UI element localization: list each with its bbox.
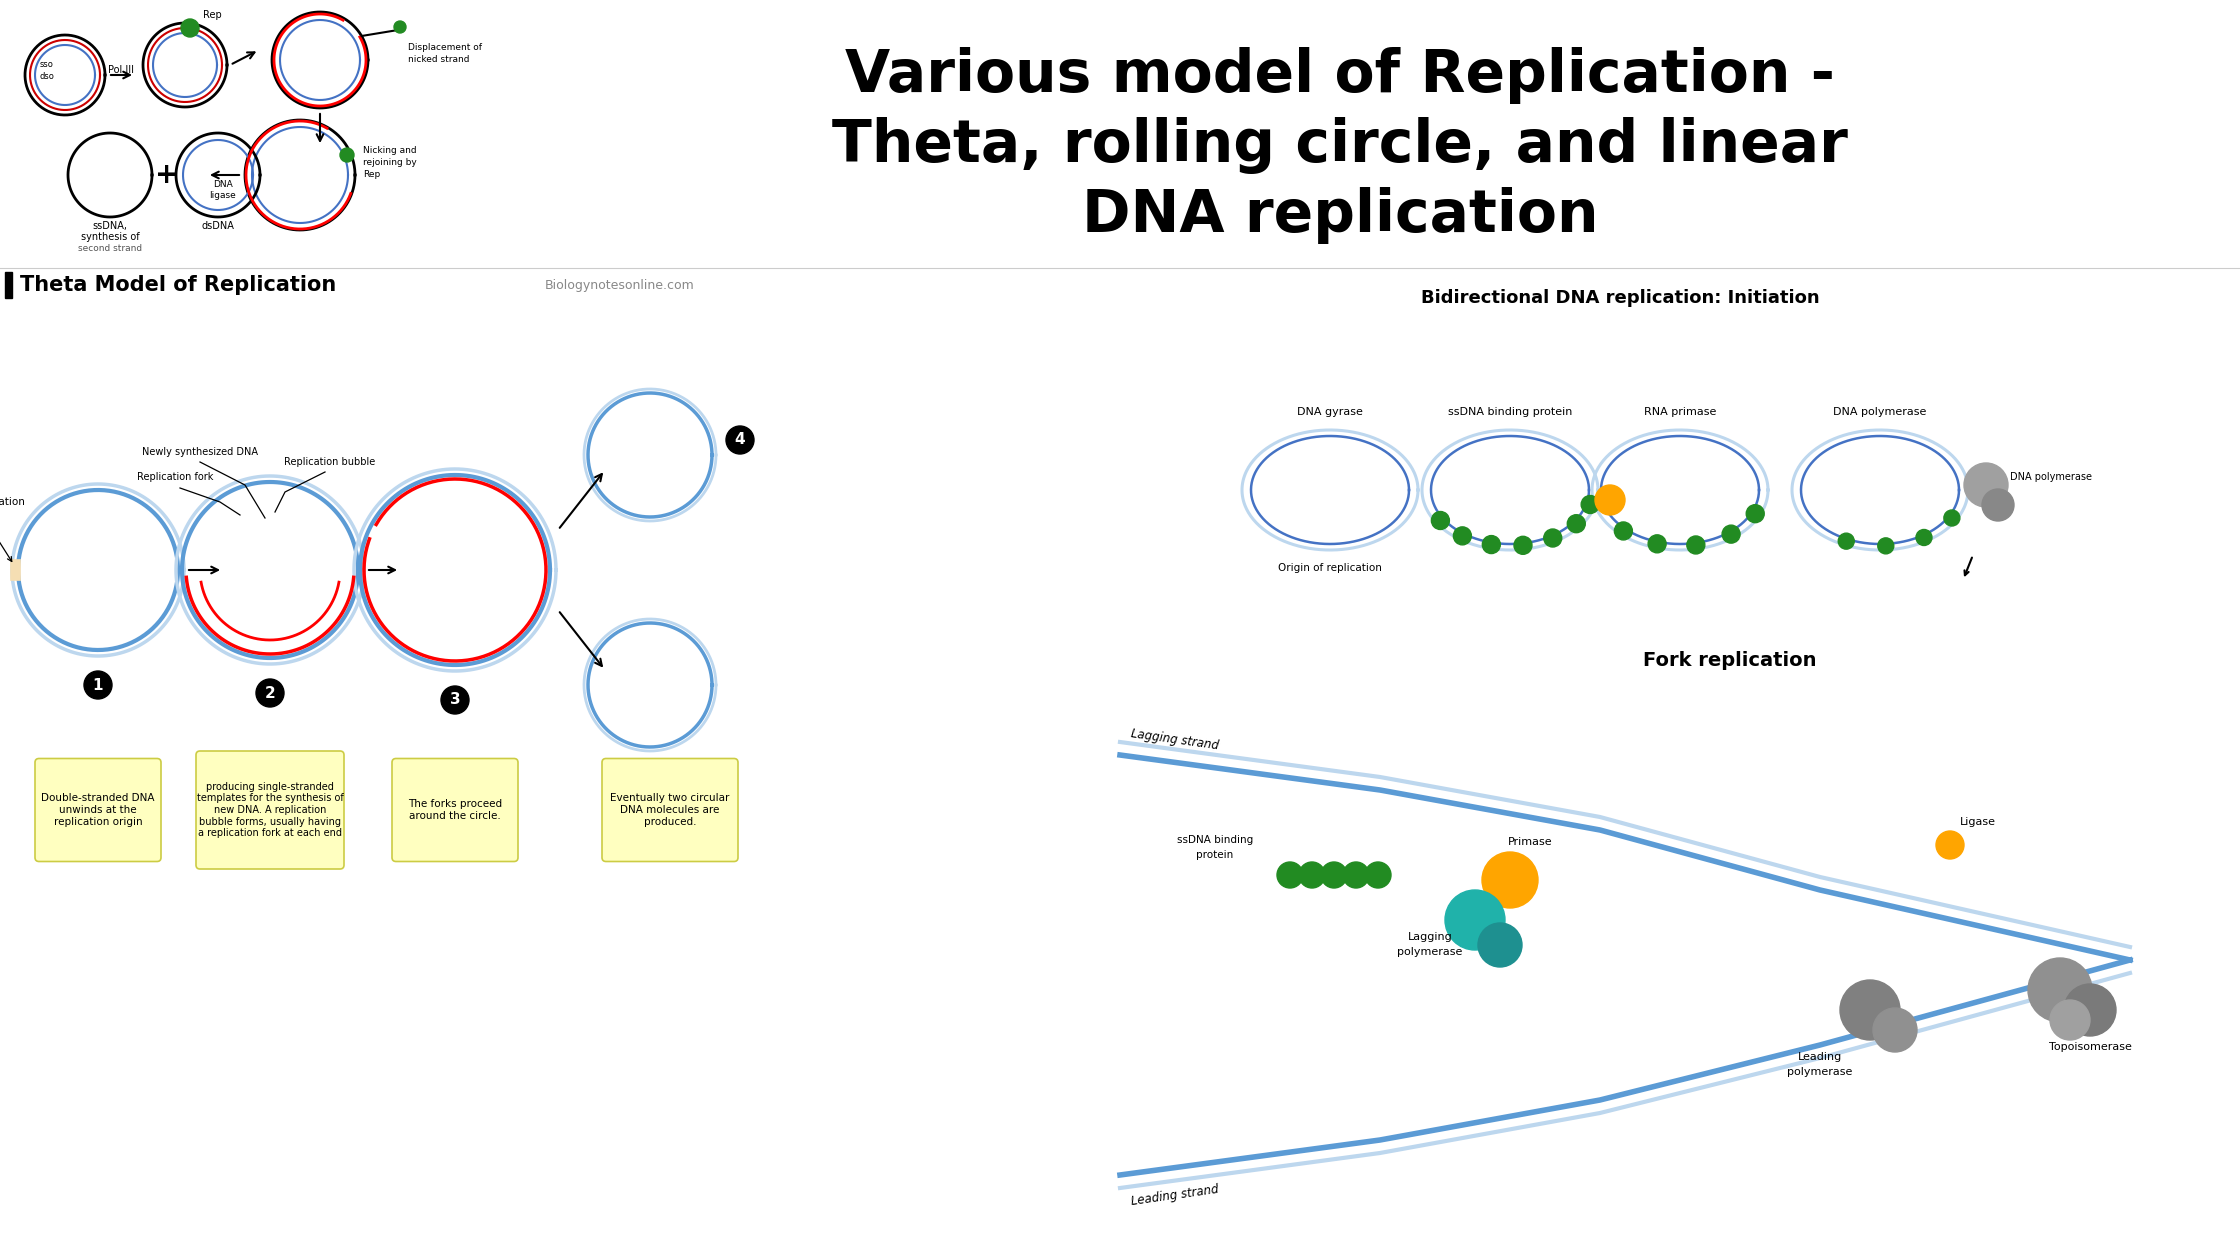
Circle shape xyxy=(1873,1008,1917,1052)
Circle shape xyxy=(1747,505,1765,523)
Text: Nicking and: Nicking and xyxy=(363,146,417,155)
Circle shape xyxy=(1322,862,1346,888)
Circle shape xyxy=(1581,495,1599,514)
Text: Biologynotesonline.com: Biologynotesonline.com xyxy=(544,278,694,291)
Text: Replication bubble: Replication bubble xyxy=(284,457,376,467)
Circle shape xyxy=(1615,522,1633,541)
Circle shape xyxy=(1568,514,1586,533)
Text: nicked strand: nicked strand xyxy=(408,55,470,64)
Text: RNA primase: RNA primase xyxy=(1644,407,1716,417)
FancyBboxPatch shape xyxy=(603,759,737,862)
Circle shape xyxy=(1478,924,1521,966)
FancyBboxPatch shape xyxy=(36,759,161,862)
FancyBboxPatch shape xyxy=(197,751,345,869)
Circle shape xyxy=(1454,527,1472,544)
Circle shape xyxy=(1431,512,1449,529)
Bar xyxy=(4,272,11,299)
Text: Origin of replication: Origin of replication xyxy=(1279,563,1382,573)
Circle shape xyxy=(2063,984,2117,1036)
Text: Double-stranded DNA
unwinds at the
replication origin: Double-stranded DNA unwinds at the repli… xyxy=(40,794,155,827)
Circle shape xyxy=(1877,538,1893,554)
Circle shape xyxy=(1839,980,1900,1040)
Text: Theta, rolling circle, and linear: Theta, rolling circle, and linear xyxy=(831,116,1848,174)
Text: Leading: Leading xyxy=(1799,1052,1841,1062)
Circle shape xyxy=(441,685,468,714)
Circle shape xyxy=(255,679,284,707)
Circle shape xyxy=(1935,832,1964,859)
Text: ssDNA,: ssDNA, xyxy=(92,220,128,231)
Text: ssDNA binding protein: ssDNA binding protein xyxy=(1447,407,1572,417)
Text: Various model of Replication -: Various model of Replication - xyxy=(844,47,1835,103)
Circle shape xyxy=(1723,525,1740,543)
Text: 1: 1 xyxy=(92,678,103,693)
Circle shape xyxy=(2050,1000,2090,1040)
Text: 4: 4 xyxy=(735,432,746,447)
Text: second strand: second strand xyxy=(78,244,141,253)
Text: synthesis of: synthesis of xyxy=(81,232,139,242)
Text: DNA: DNA xyxy=(213,180,233,189)
Text: sso: sso xyxy=(40,60,54,69)
FancyBboxPatch shape xyxy=(392,759,517,862)
Circle shape xyxy=(340,147,354,163)
Circle shape xyxy=(2027,958,2092,1022)
Text: Rep: Rep xyxy=(204,10,222,20)
Text: Bidirectional DNA replication: Initiation: Bidirectional DNA replication: Initiatio… xyxy=(1420,289,1819,307)
Text: +: + xyxy=(155,161,179,189)
Text: Eventually two circular
DNA molecules are
produced.: Eventually two circular DNA molecules ar… xyxy=(609,794,730,827)
Text: producing single-stranded
templates for the synthesis of
new DNA. A replication
: producing single-stranded templates for … xyxy=(197,781,343,838)
Text: Newly synthesized DNA: Newly synthesized DNA xyxy=(141,447,258,457)
Circle shape xyxy=(1543,529,1561,547)
Text: 3: 3 xyxy=(450,693,459,708)
Circle shape xyxy=(1982,489,2014,520)
Text: 2: 2 xyxy=(264,685,276,701)
Circle shape xyxy=(1839,533,1855,549)
Text: Pol III: Pol III xyxy=(108,66,134,76)
Text: Lagging strand: Lagging strand xyxy=(1129,727,1219,752)
Text: Replication fork: Replication fork xyxy=(137,472,213,483)
Text: ssDNA binding: ssDNA binding xyxy=(1176,835,1252,845)
Text: Origin of replication: Origin of replication xyxy=(0,496,25,507)
Text: dsDNA: dsDNA xyxy=(202,220,235,231)
Circle shape xyxy=(1915,529,1931,546)
Circle shape xyxy=(1344,862,1369,888)
Text: polymerase: polymerase xyxy=(1788,1067,1852,1077)
Circle shape xyxy=(726,426,755,454)
Circle shape xyxy=(1277,862,1304,888)
Text: ligase: ligase xyxy=(211,192,237,200)
Text: Lagging: Lagging xyxy=(1407,932,1452,942)
Text: Primase: Primase xyxy=(1508,837,1552,847)
Text: DNA polymerase: DNA polymerase xyxy=(1832,407,1926,417)
Circle shape xyxy=(1964,462,2007,507)
Text: DNA polymerase: DNA polymerase xyxy=(2009,472,2092,483)
Circle shape xyxy=(1483,852,1539,908)
Text: Displacement of: Displacement of xyxy=(408,43,482,52)
Circle shape xyxy=(1445,890,1505,950)
Text: polymerase: polymerase xyxy=(1398,948,1463,958)
Circle shape xyxy=(85,672,112,699)
Circle shape xyxy=(394,21,405,33)
Text: Rep: Rep xyxy=(363,170,381,179)
Text: Theta Model of Replication: Theta Model of Replication xyxy=(20,275,336,295)
Circle shape xyxy=(1595,485,1624,515)
Circle shape xyxy=(181,19,199,37)
Circle shape xyxy=(1299,862,1326,888)
Circle shape xyxy=(1944,510,1960,525)
Circle shape xyxy=(1649,534,1667,553)
Text: DNA gyrase: DNA gyrase xyxy=(1297,407,1362,417)
Text: Leading strand: Leading strand xyxy=(1129,1182,1219,1207)
Text: protein: protein xyxy=(1196,850,1234,861)
Text: Ligase: Ligase xyxy=(1960,816,1996,827)
Text: The forks proceed
around the circle.: The forks proceed around the circle. xyxy=(408,799,502,820)
Circle shape xyxy=(1364,862,1391,888)
Text: Fork replication: Fork replication xyxy=(1644,650,1817,669)
Text: rejoining by: rejoining by xyxy=(363,158,417,168)
Text: Topoisomerase: Topoisomerase xyxy=(2050,1042,2132,1052)
Circle shape xyxy=(1514,537,1532,554)
Text: dso: dso xyxy=(40,72,54,81)
Circle shape xyxy=(1687,536,1705,554)
Bar xyxy=(11,559,20,580)
Text: DNA replication: DNA replication xyxy=(1082,186,1599,243)
Circle shape xyxy=(1483,536,1501,553)
